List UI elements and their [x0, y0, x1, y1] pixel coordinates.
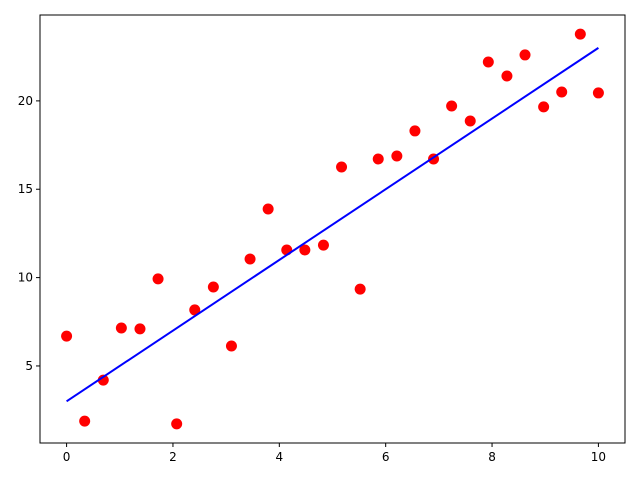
point	[134, 323, 146, 335]
y-tick-label: 10	[18, 271, 33, 285]
x-tick-label: 4	[275, 450, 283, 464]
x-tick-label: 0	[63, 450, 71, 464]
point	[225, 340, 237, 352]
y-tick-label: 5	[25, 359, 33, 373]
point	[409, 125, 421, 137]
point	[391, 150, 403, 162]
point	[299, 244, 311, 256]
y-tick-label: 20	[18, 94, 33, 108]
point	[244, 253, 256, 265]
point	[336, 161, 348, 173]
point	[79, 415, 91, 427]
x-tick-label: 10	[591, 450, 606, 464]
point	[152, 273, 164, 285]
point	[207, 281, 219, 293]
point	[317, 239, 329, 251]
point	[189, 304, 201, 316]
point	[372, 153, 384, 165]
x-tick-label: 2	[169, 450, 177, 464]
point	[556, 86, 568, 98]
point	[519, 49, 531, 61]
point	[115, 322, 127, 334]
fit-line	[66, 47, 599, 403]
point	[171, 418, 183, 430]
point	[354, 283, 366, 295]
point	[574, 28, 586, 40]
point	[262, 203, 274, 215]
point	[538, 101, 550, 113]
x-tick-label: 6	[382, 450, 390, 464]
point	[446, 100, 458, 112]
point	[482, 56, 494, 68]
y-tick-label: 15	[18, 182, 33, 196]
point	[501, 70, 513, 82]
point	[61, 330, 73, 342]
point	[97, 374, 109, 386]
plot-frame	[39, 14, 626, 444]
point	[464, 115, 476, 127]
x-tick-label: 8	[488, 450, 496, 464]
point	[592, 87, 604, 99]
